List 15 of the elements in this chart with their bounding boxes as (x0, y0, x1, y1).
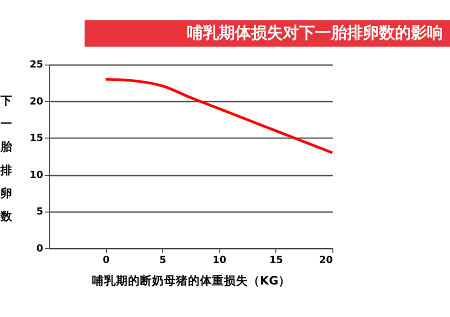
x-tick-label: 10 (212, 254, 226, 266)
x-tick-label: 20 (319, 254, 333, 266)
y-tick-label: 25 (30, 60, 44, 71)
x-axis-title: 哺乳期的断奶母猪的体重损失（KG） (92, 273, 290, 288)
y-tick-label: 0 (36, 243, 44, 254)
y-axis-title: 下一胎排卵数 (0, 93, 14, 224)
x-tick-label: 5 (159, 254, 166, 266)
x-tick-label: 0 (102, 254, 110, 266)
y-tick-label: 20 (30, 96, 44, 108)
y-tick-label: 10 (30, 170, 44, 181)
y-tick-label: 5 (36, 206, 44, 218)
line-series (104, 78, 334, 154)
y-tick-label: 15 (30, 133, 44, 144)
chart-title: 哺乳期体损失对下一胎排卵数的影响 (186, 22, 443, 42)
x-tick-label: 15 (269, 254, 284, 266)
